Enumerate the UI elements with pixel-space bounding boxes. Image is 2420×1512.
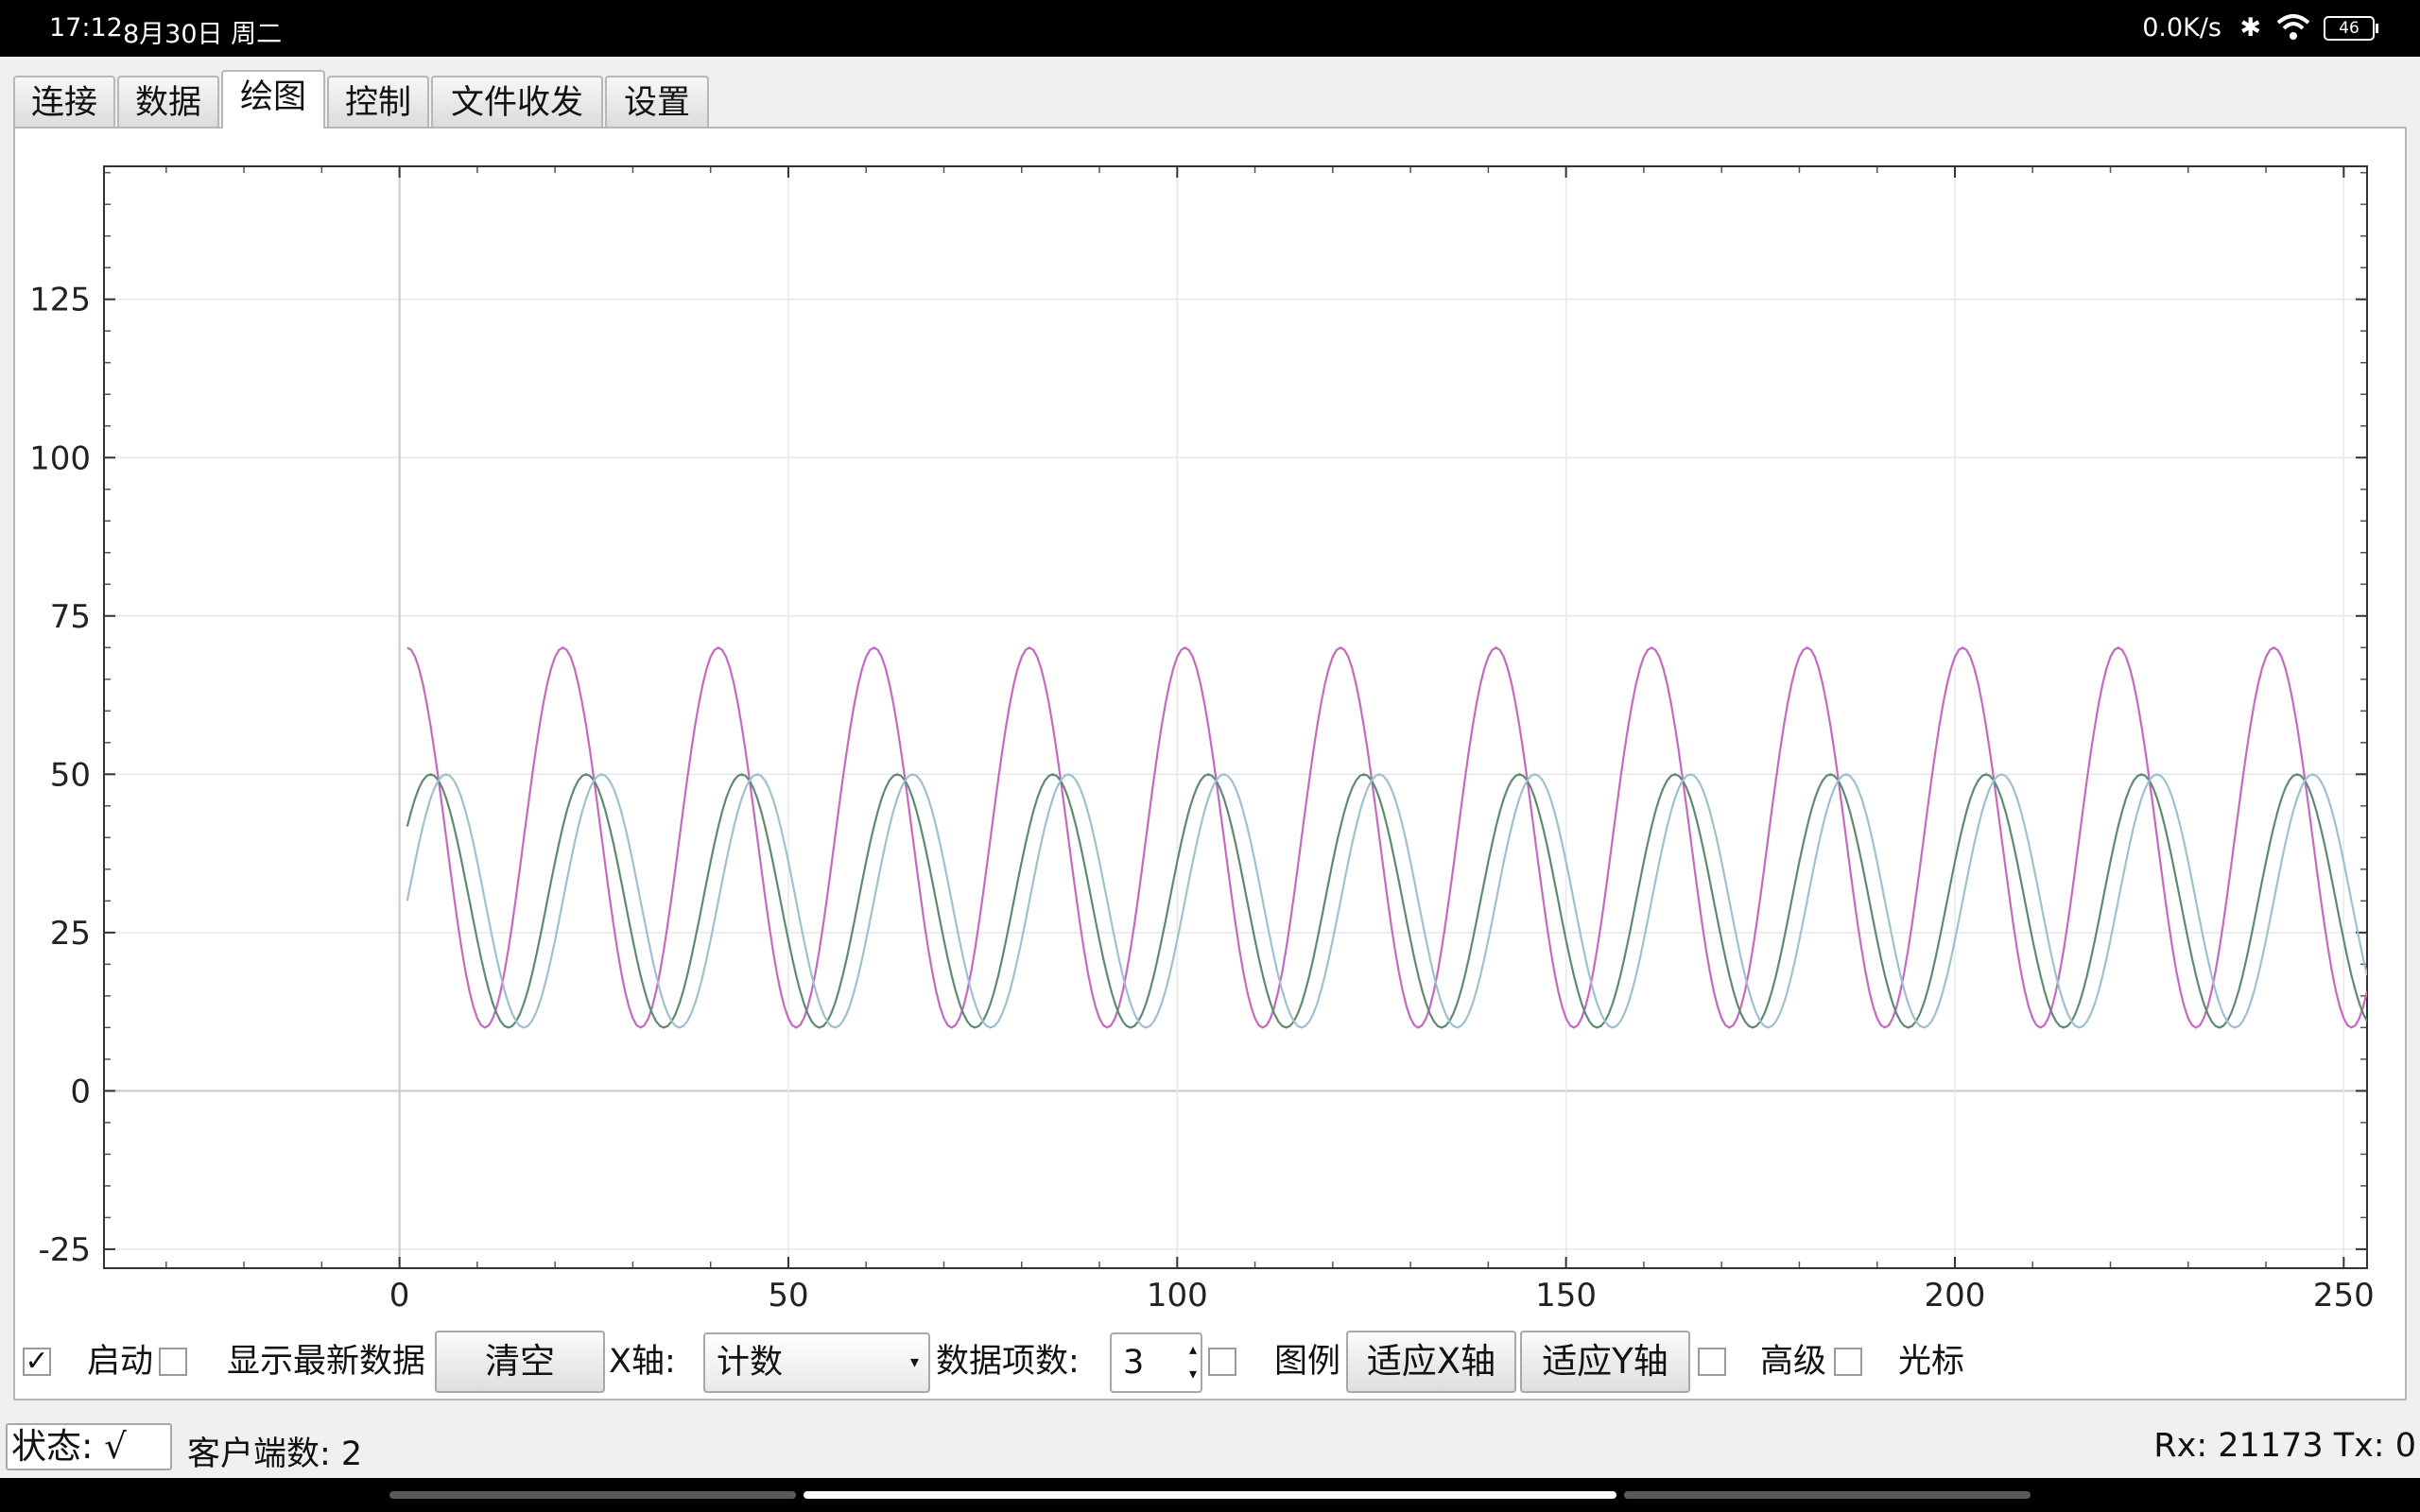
advanced-label: 高级 [1760,1343,1827,1381]
tab-3[interactable]: 控制 [327,76,429,127]
tab-1[interactable]: 数据 [117,76,219,127]
item-count-value: 3 [1123,1344,1145,1382]
y-tick-label: -25 [38,1231,91,1269]
series-line-0 [406,646,2367,1029]
cursor-checkbox[interactable] [1834,1348,1862,1376]
x-tick-label: 200 [1925,1277,1986,1314]
x-tick-label: 150 [1535,1277,1597,1314]
x-tick-label: 100 [1147,1277,1208,1314]
cursor-label: 光标 [1898,1343,1965,1381]
app-status-bar: 状态: √ 客户端数: 2 Rx: 21173 Tx: 0 [0,1418,2420,1478]
xaxis-label: X轴: [609,1343,676,1381]
y-tick-label: 25 [50,915,91,953]
network-speed: 0.0K/s [2142,13,2221,43]
plot-chart[interactable]: -25 0 25 50 75 100 125 0 50 100 150 200 250 [15,129,2405,1399]
start-checkbox[interactable]: ✓ [23,1348,51,1376]
y-tick-label: 75 [50,598,91,636]
client-count: 客户端数: 2 [187,1435,363,1473]
show-latest-label: 显示最新数据 [227,1343,426,1381]
spin-down-icon[interactable]: ▾ [1188,1365,1197,1383]
plot-panel: -25 0 25 50 75 100 125 0 50 100 150 200 250 [13,127,2407,1400]
advanced-checkbox[interactable] [1698,1348,1726,1376]
connection-state: 状态: √ [6,1423,172,1470]
navigation-bar [0,1478,2420,1512]
y-tick-label: 125 [29,282,91,319]
y-tick-label: 50 [50,756,91,794]
wifi-icon [2276,13,2310,48]
battery-icon: 46 [2324,16,2378,41]
series-line-2 [406,773,2367,1029]
start-label: 启动 [87,1343,154,1381]
x-tick-label: 50 [768,1277,808,1314]
tab-0[interactable]: 连接 [13,76,115,127]
rx-tx-counter: Rx: 21173 Tx: 0 [2153,1427,2416,1465]
bluetooth-icon: ✱ [2239,13,2261,43]
y-tick-label: 100 [29,439,91,477]
legend-checkbox[interactable] [1208,1348,1236,1376]
clear-button[interactable]: 清空 [435,1331,605,1393]
nav-pill-left[interactable] [389,1491,796,1499]
xaxis-select[interactable]: 计数 ▾ [703,1332,930,1393]
chevron-down-icon: ▾ [909,1352,919,1372]
spin-up-icon[interactable]: ▴ [1188,1340,1197,1358]
item-count-spinbox[interactable]: 3 ▴ ▾ [1110,1332,1202,1393]
plot-controls: ✓ 启动 显示最新数据 清空 X轴: 计数 ▾ 数据项数: 3 ▴ ▾ 图例 适… [13,1329,2407,1395]
xaxis-select-value: 计数 [717,1344,784,1382]
y-tick-label: 0 [70,1073,91,1110]
legend-label: 图例 [1274,1343,1341,1381]
show-latest-checkbox[interactable] [159,1348,187,1376]
x-tick-label: 250 [2313,1277,2375,1314]
nav-pill-right[interactable] [1624,1491,2031,1499]
fit-x-button[interactable]: 适应X轴 [1346,1331,1516,1393]
home-gesture-bar[interactable] [804,1491,1616,1499]
fit-y-button[interactable]: 适应Y轴 [1520,1331,1690,1393]
series-line-1 [406,773,2367,1029]
tab-4[interactable]: 文件收发 [431,76,603,127]
date: 8月30日 周二 [123,20,283,49]
system-status-bar: 17:12 8月30日 周二 0.0K/s ✱ 46 [0,0,2420,57]
clock: 17:12 [49,13,123,43]
tab-2[interactable]: 绘图 [221,70,325,129]
tab-5[interactable]: 设置 [605,76,709,127]
item-count-label: 数据项数: [936,1343,1080,1381]
plot-frame [103,165,2368,1269]
x-tick-label: 0 [389,1277,410,1314]
